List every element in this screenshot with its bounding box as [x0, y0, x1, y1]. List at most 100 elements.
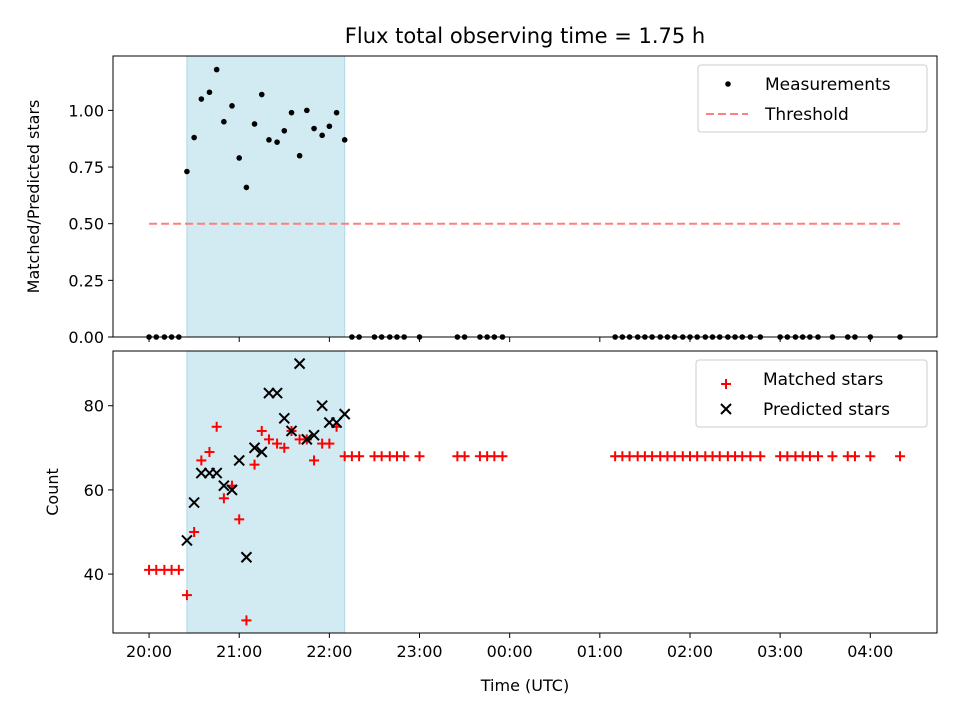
legend-marker-matched-stars	[721, 379, 731, 389]
x-axis-label: Time (UTC)	[480, 676, 569, 695]
legend-label-predicted-stars: Predicted stars	[763, 400, 890, 420]
top-y-tick-label: 0.25	[68, 271, 104, 290]
predicted-star-point	[195, 467, 208, 479]
matched-star-point	[211, 421, 222, 432]
top-legend: Measurements Threshold	[697, 64, 928, 133]
matched-star-point	[827, 451, 838, 462]
matched-star-point	[459, 451, 470, 462]
matched-star-point	[399, 451, 410, 462]
x-tick-label: 04:00	[847, 642, 893, 661]
x-tick-label: 00:00	[487, 642, 533, 661]
matched-star-point	[181, 590, 192, 601]
matched-star-point	[263, 434, 274, 445]
matched-star-point	[241, 615, 252, 626]
matched-star-point	[218, 493, 229, 504]
top-highlight-span	[186, 55, 346, 338]
top-y-tick-label: 1.00	[68, 101, 104, 120]
matched-star-point	[497, 451, 508, 462]
predicted-star-point	[218, 479, 230, 492]
legend-marker-predicted-stars	[720, 403, 732, 415]
matched-star-point	[849, 451, 860, 462]
measurement-point	[229, 103, 235, 109]
predicted-star-point	[285, 425, 298, 437]
legend-marker-measurements	[725, 81, 731, 87]
predicted-star-point	[188, 496, 200, 509]
x-tick-label: 21:00	[216, 642, 262, 661]
legend-label-measurements: Measurements	[765, 75, 891, 95]
measurement-point	[333, 109, 340, 116]
measurement-point	[206, 89, 213, 96]
matched-star-point	[745, 451, 756, 462]
top-panel: 0.00 0.25 0.50 0.75 1.00 Matched/Predicted s…	[24, 55, 938, 347]
predicted-star-point	[278, 412, 290, 425]
measurement-point	[274, 139, 280, 145]
matched-star-point	[755, 451, 766, 462]
measurement-point	[221, 118, 227, 125]
x-tick-label: 22:00	[306, 642, 352, 661]
measurement-point	[304, 107, 310, 114]
predicted-star-point	[293, 357, 306, 370]
predicted-star-point	[226, 484, 238, 496]
matched-star-point	[204, 447, 215, 458]
predicted-star-point	[256, 446, 268, 458]
top-y-tick-label: 0.00	[68, 328, 104, 347]
predicted-star-point	[263, 387, 275, 399]
matched-star-point	[324, 438, 335, 449]
matched-star-point	[279, 442, 290, 453]
bottom-axes-frame	[112, 350, 938, 634]
bottom-y-tick-label: 60	[84, 481, 104, 500]
measurement-point	[281, 127, 288, 134]
matched-star-point	[173, 564, 184, 575]
x-tick-label: 23:00	[396, 642, 442, 661]
matched-star-point	[354, 451, 365, 462]
measurement-point	[266, 137, 272, 143]
bottom-y-tick-label: 40	[84, 565, 104, 584]
measurement-point	[258, 91, 265, 98]
matched-star-point	[249, 459, 260, 470]
matched-star-point	[812, 451, 823, 462]
bottom-y-axis-label: Count	[43, 468, 62, 516]
measurement-point	[213, 66, 220, 73]
measurement-point	[288, 109, 295, 116]
measurement-point	[236, 155, 243, 161]
matched-star-point	[895, 451, 906, 462]
x-tick-label: 01:00	[577, 642, 623, 661]
top-y-axis-label: Matched/Predicted stars	[24, 100, 43, 294]
predicted-star-point	[233, 454, 245, 467]
matched-star-point	[414, 451, 425, 462]
measurement-point	[326, 123, 333, 130]
predicted-star-point	[316, 400, 328, 412]
measurement-point	[191, 134, 197, 141]
chart-title: Flux total observing time = 1.75 h	[345, 24, 705, 48]
x-tick-label: 20:00	[126, 642, 172, 661]
top-y-tick-label: 0.50	[68, 215, 104, 234]
bottom-highlight-span	[186, 350, 346, 634]
x-tick-label: 02:00	[667, 642, 713, 661]
top-y-tick-label: 0.75	[68, 158, 104, 177]
predicted-star-point	[240, 551, 253, 563]
predicted-star-point	[338, 408, 351, 420]
measurement-point	[251, 121, 258, 127]
top-axes-frame	[112, 55, 938, 338]
matched-star-point	[865, 451, 876, 462]
matched-star-point	[189, 526, 200, 537]
matched-star-point	[272, 438, 283, 449]
bottom-legend: Matched stars Predicted stars	[695, 359, 928, 428]
measurement-point	[184, 168, 190, 175]
predicted-star-point	[181, 534, 193, 547]
measurement-point	[296, 152, 303, 159]
x-tick-label: 03:00	[757, 642, 803, 661]
matched-star-point	[256, 425, 267, 436]
predicted-star-point	[271, 387, 283, 399]
predicted-star-point	[210, 467, 223, 479]
legend-label-threshold: Threshold	[764, 105, 849, 125]
measurement-point	[341, 137, 348, 143]
measurement-point	[311, 125, 317, 132]
predicted-star-point	[301, 433, 313, 446]
measurement-point	[198, 96, 205, 102]
matched-star-point	[309, 455, 320, 466]
legend-label-matched-stars: Matched stars	[763, 370, 883, 390]
measurement-point	[243, 184, 250, 191]
measurement-point	[319, 132, 325, 139]
